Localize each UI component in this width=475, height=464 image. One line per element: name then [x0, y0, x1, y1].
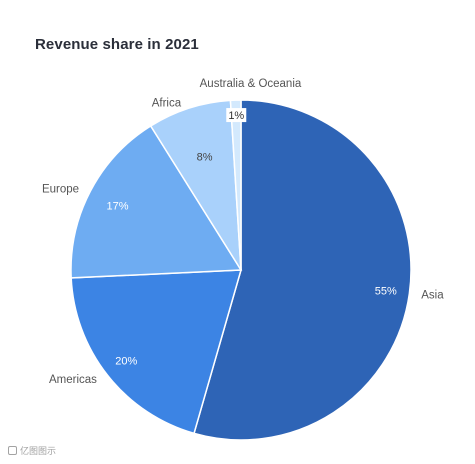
- category-label-asia: Asia: [421, 290, 444, 302]
- value-label-australia-and-oceania: 1%: [228, 110, 244, 122]
- chart-title: Revenue share in 2021: [35, 36, 199, 53]
- watermark-text: 亿图图示: [20, 446, 57, 456]
- pie-slices: [70, 99, 412, 441]
- watermark-logo-icon: [8, 446, 17, 455]
- pie-labels: 55% Asia 20% Americas 17% Europe 8% Africa 1% Aus…: [42, 78, 444, 386]
- value-label-asia: 55%: [375, 285, 397, 297]
- value-label-americas: 20%: [115, 356, 137, 368]
- category-label-europe: Europe: [42, 183, 79, 195]
- value-label-africa: 8%: [197, 152, 213, 164]
- pie-slice-asia: [193, 99, 412, 441]
- pie-slice-americas: [70, 269, 243, 435]
- watermark: 亿图图示: [8, 444, 56, 457]
- pie-slice-australia-and-oceania: [229, 99, 242, 271]
- value-label-bg-australia-and-oceania: [226, 108, 247, 123]
- value-label-europe: 17%: [106, 200, 128, 212]
- category-label-americas: Americas: [49, 374, 97, 386]
- category-label-africa: Africa: [152, 97, 182, 109]
- category-label-australia-and-oceania: Australia & Oceania: [200, 78, 302, 90]
- pie-slice-europe: [70, 124, 243, 279]
